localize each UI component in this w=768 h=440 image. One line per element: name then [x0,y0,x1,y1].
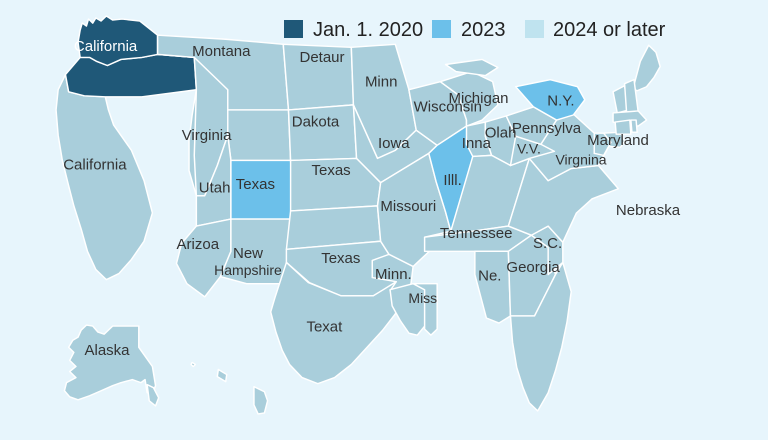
svg-text:Minn.: Minn. [375,266,412,283]
svg-text:New: New [233,245,263,262]
svg-text:Michigan: Michigan [448,90,508,107]
svg-text:Alaska: Alaska [84,342,130,359]
svg-text:California: California [74,38,138,55]
svg-text:Illl.: Illl. [443,172,461,189]
svg-text:Missouri: Missouri [380,198,436,215]
svg-text:Tennessee: Tennessee [440,225,513,242]
svg-text:Texat: Texat [306,319,343,336]
svg-text:Virgnina: Virgnina [555,151,606,167]
svg-text:Jan. 1. 2020: Jan. 1. 2020 [313,19,423,41]
svg-text:V.V.: V.V. [517,141,541,157]
svg-text:California: California [63,157,127,174]
svg-text:Texas: Texas [236,176,275,193]
svg-text:2024 or later: 2024 or later [553,19,666,41]
svg-text:Minn: Minn [365,74,398,91]
svg-text:Montana: Montana [192,43,251,60]
svg-text:Detaur: Detaur [299,49,344,66]
svg-text:Georgia: Georgia [506,259,560,276]
svg-text:Dakota: Dakota [292,114,340,131]
svg-text:Texas: Texas [312,162,351,179]
svg-text:Utah: Utah [199,180,231,197]
svg-text:Miss: Miss [408,290,437,306]
svg-text:Nebraska: Nebraska [616,202,681,219]
svg-text:Arizoa: Arizoa [177,236,220,253]
svg-text:Pennsylva: Pennsylva [512,120,582,137]
svg-text:Virginia: Virginia [182,127,232,144]
svg-text:Iowa: Iowa [378,135,410,152]
svg-text:Hampshire: Hampshire [214,262,282,278]
svg-text:Ne.: Ne. [478,268,501,285]
svg-text:Maryland: Maryland [587,132,649,149]
svg-text:Texas: Texas [321,250,360,267]
svg-text:N.Y.: N.Y. [547,93,574,110]
svg-text:S.C.: S.C. [533,235,562,252]
svg-text:2023: 2023 [461,19,506,41]
